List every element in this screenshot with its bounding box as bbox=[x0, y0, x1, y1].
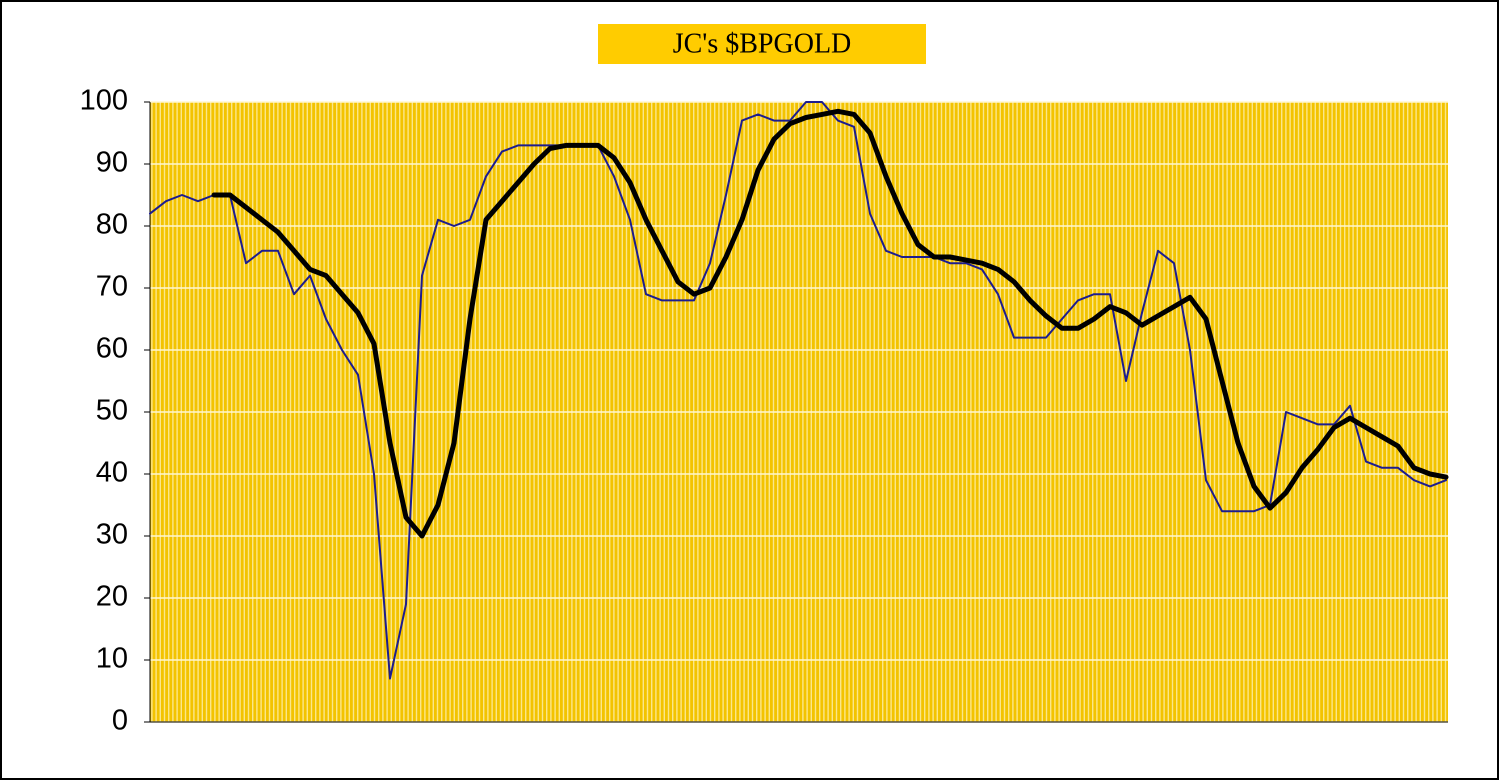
chart-title: JC's $BPGOLD bbox=[673, 28, 852, 59]
y-tick-label: 0 bbox=[112, 705, 128, 737]
y-tick-label: 70 bbox=[96, 271, 128, 303]
series-line bbox=[149, 101, 1447, 680]
y-tick-label: 100 bbox=[80, 85, 128, 117]
y-tick-label: 30 bbox=[96, 519, 128, 551]
y-tick-label: 90 bbox=[96, 147, 128, 179]
title-box bbox=[598, 24, 926, 64]
y-tick-label: 10 bbox=[96, 643, 128, 675]
y-tick-label: 40 bbox=[96, 457, 128, 489]
series-line bbox=[211, 108, 1449, 539]
y-tick-label: 20 bbox=[96, 581, 128, 613]
y-tick-label: 60 bbox=[96, 333, 128, 365]
y-tick-label: 50 bbox=[96, 395, 128, 427]
y-tick-label: 80 bbox=[96, 209, 128, 241]
